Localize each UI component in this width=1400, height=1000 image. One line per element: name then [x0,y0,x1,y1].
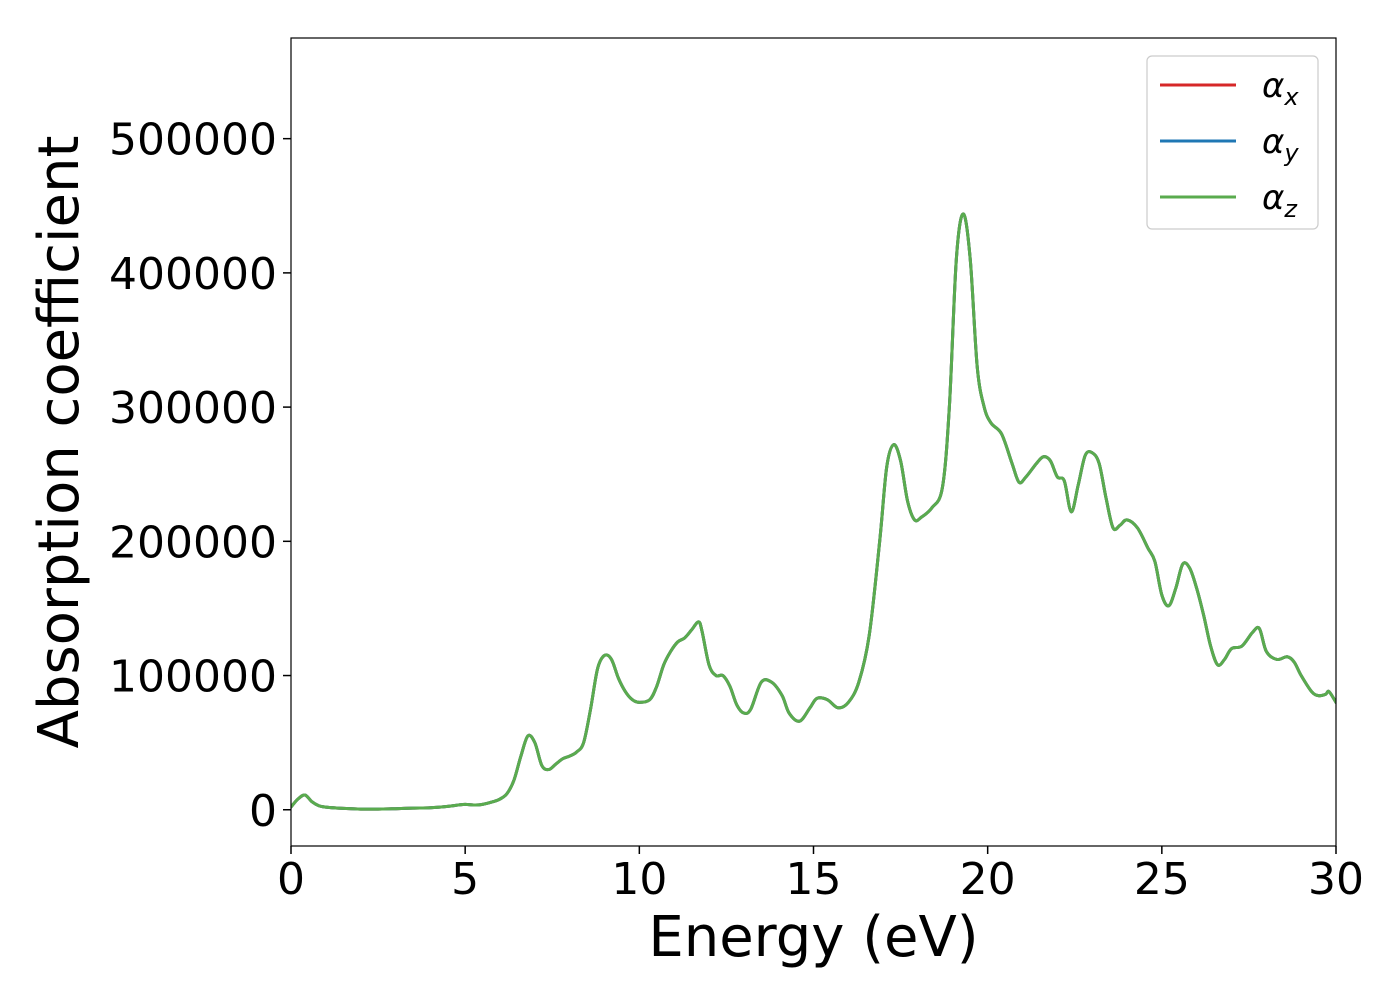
x-tick-label: 15 [786,854,842,905]
y-tick-label: 0 [249,786,277,837]
y-tick-label: 200000 [109,517,277,568]
x-tick-label: 5 [451,854,479,905]
y-axis-label: Absorption coefficient [27,136,92,749]
x-axis-label: Energy (eV) [648,905,978,970]
series-line-z [291,212,1336,811]
y-tick-label: 100000 [109,652,277,703]
x-axis-ticks: 0 5 10 15 20 25 30 [277,846,1364,905]
legend-label-subscript: z [1283,195,1298,223]
y-tick-label: 500000 [109,115,277,166]
x-tick-label: 10 [611,854,667,905]
x-tick-label: 25 [1134,854,1190,905]
legend-label-y: αy [1262,122,1299,167]
legend-label-base: α [1262,66,1284,106]
x-tick-label: 0 [277,854,305,905]
legend-label-x: αx [1262,66,1299,111]
x-tick-label: 20 [960,854,1016,905]
legend-label-subscript: y [1283,139,1299,167]
legend-label-z: αz [1262,178,1298,223]
y-tick-label: 400000 [109,249,277,300]
x-tick-label: 30 [1308,854,1364,905]
y-axis-ticks: 0 100000 200000 300000 400000 500000 [109,115,291,837]
legend-label-base: α [1262,178,1284,218]
legend-label-subscript: x [1283,83,1299,111]
y-tick-label: 300000 [109,383,277,434]
series-layer [291,212,1336,811]
legend-label-base: α [1262,122,1284,162]
